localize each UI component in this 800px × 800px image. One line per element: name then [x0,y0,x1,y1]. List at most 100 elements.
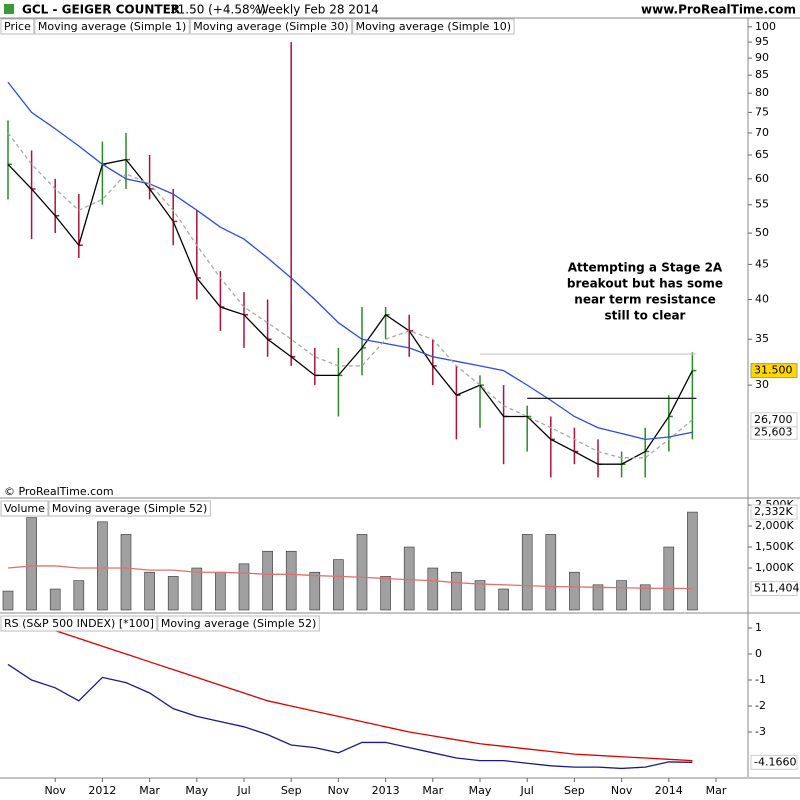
volume-bar [521,534,533,611]
volume-bar [569,571,580,611]
legend-entry: Moving average (Simple 10) [356,20,511,33]
series-line [7,81,693,441]
volume-bar [262,550,273,611]
legend-entry: Moving average (Simple 1) [38,20,186,33]
volume-bar [238,563,250,611]
y-tick-label: 35 [755,332,769,345]
annotation: breakout but has some [567,277,723,291]
legend-box [352,18,515,35]
volume-bar [639,584,651,611]
volume-bar [687,511,698,611]
y-tick-label: 70 [755,126,769,139]
volume-bar [120,534,132,611]
value-label-box [750,363,798,379]
y-tick-label: 2,000K [755,519,794,532]
volume-bar [545,534,557,611]
header-icon [4,4,14,14]
y-tick-label: 100 [755,20,776,33]
series-line [7,565,693,590]
legend-entry: RS (S&P 500 INDEX) [*100] [4,617,154,630]
x-tick-label: May [185,784,208,797]
x-tick-label: Jul [520,784,534,797]
legend-box [157,615,320,632]
volume-bar [616,580,627,611]
y-tick-label: 50 [755,226,769,239]
legend-entry: Moving average (Simple 52) [52,502,207,515]
value-label-box [750,754,798,770]
y-tick-label: 30 [755,378,769,391]
volume-bar [333,559,344,611]
legend-entry: Moving average (Simple 30) [193,20,348,33]
value-label-box [750,581,798,597]
value-label: 25,603 [754,425,793,438]
x-tick-label: Nov [44,784,66,797]
volume-bar [427,567,439,611]
volume-bar [97,521,108,611]
x-tick-label: Sep [281,784,302,797]
x-tick-label: Mar [706,784,727,797]
legend-box [189,18,353,35]
volume-bar [451,571,462,611]
x-tick-label: Nov [328,784,350,797]
series-line [7,158,693,465]
copyright: © ProRealTime.com [4,485,114,498]
annotation: near term resistance [574,293,715,307]
legend-box [34,18,190,35]
legend-box [0,615,158,632]
legend-entry: Price [4,20,31,33]
annotation: Attempting a Stage 2A [568,261,723,275]
y-tick-label: 95 [755,35,769,48]
chart-subtitle: 31.50 (+4.58%) [170,3,266,17]
annotation: still to clear [605,309,686,323]
y-tick-label: 90 [755,51,769,64]
legend-box [0,18,35,35]
volume-bar [474,580,486,611]
volume-bar [191,567,203,611]
chart-source: www.ProRealTime.com [641,3,796,17]
volume-bar [215,571,226,611]
series-line [7,619,693,762]
x-tick-label: Sep [564,784,585,797]
y-tick-label: 80 [755,86,769,99]
value-label: 26,700 [754,413,793,426]
y-tick-label: 65 [755,148,769,161]
value-label: 511,404 [754,582,800,595]
volume-bar [356,534,368,611]
legend-entry: Moving average (Simple 52) [161,617,316,630]
y-tick-label: 60 [755,172,769,185]
y-tick-label: 1 [755,621,762,634]
y-tick-label: 75 [755,105,769,118]
y-tick-label: 40 [755,293,769,306]
x-tick-label: Mar [422,784,443,797]
y-tick-label: 85 [755,68,769,81]
x-tick-label: 2013 [372,784,400,797]
volume-bar [73,580,85,611]
volume-bar [403,546,415,611]
volume-bar [2,590,14,611]
value-label: -4.1660 [754,755,796,768]
x-tick-label: 2012 [88,784,116,797]
y-tick-label: -1 [755,673,766,686]
volume-bar [309,571,321,611]
value-label: 2,332K [754,505,793,518]
legend-box [0,500,49,517]
series-line [7,663,693,770]
series-line [7,132,693,459]
volume-bar [49,588,61,611]
y-tick-label: 1,500K [755,540,794,553]
x-tick-label: Mar [139,784,160,797]
y-tick-label: -2 [755,699,766,712]
y-tick-label: 55 [755,198,769,211]
legend-entry: Volume [4,502,45,515]
value-label-box [750,504,798,520]
y-tick-label: 1,000K [755,561,794,574]
value-label-box [750,412,798,428]
volume-bar [498,588,509,611]
volume-bar [663,546,675,611]
x-tick-label: May [469,784,492,797]
y-tick-label: 0 [755,647,762,660]
header-bar [0,0,800,18]
chart-title: GCL - GEIGER COUNTER [22,3,180,17]
y-tick-label: -3 [755,725,766,738]
